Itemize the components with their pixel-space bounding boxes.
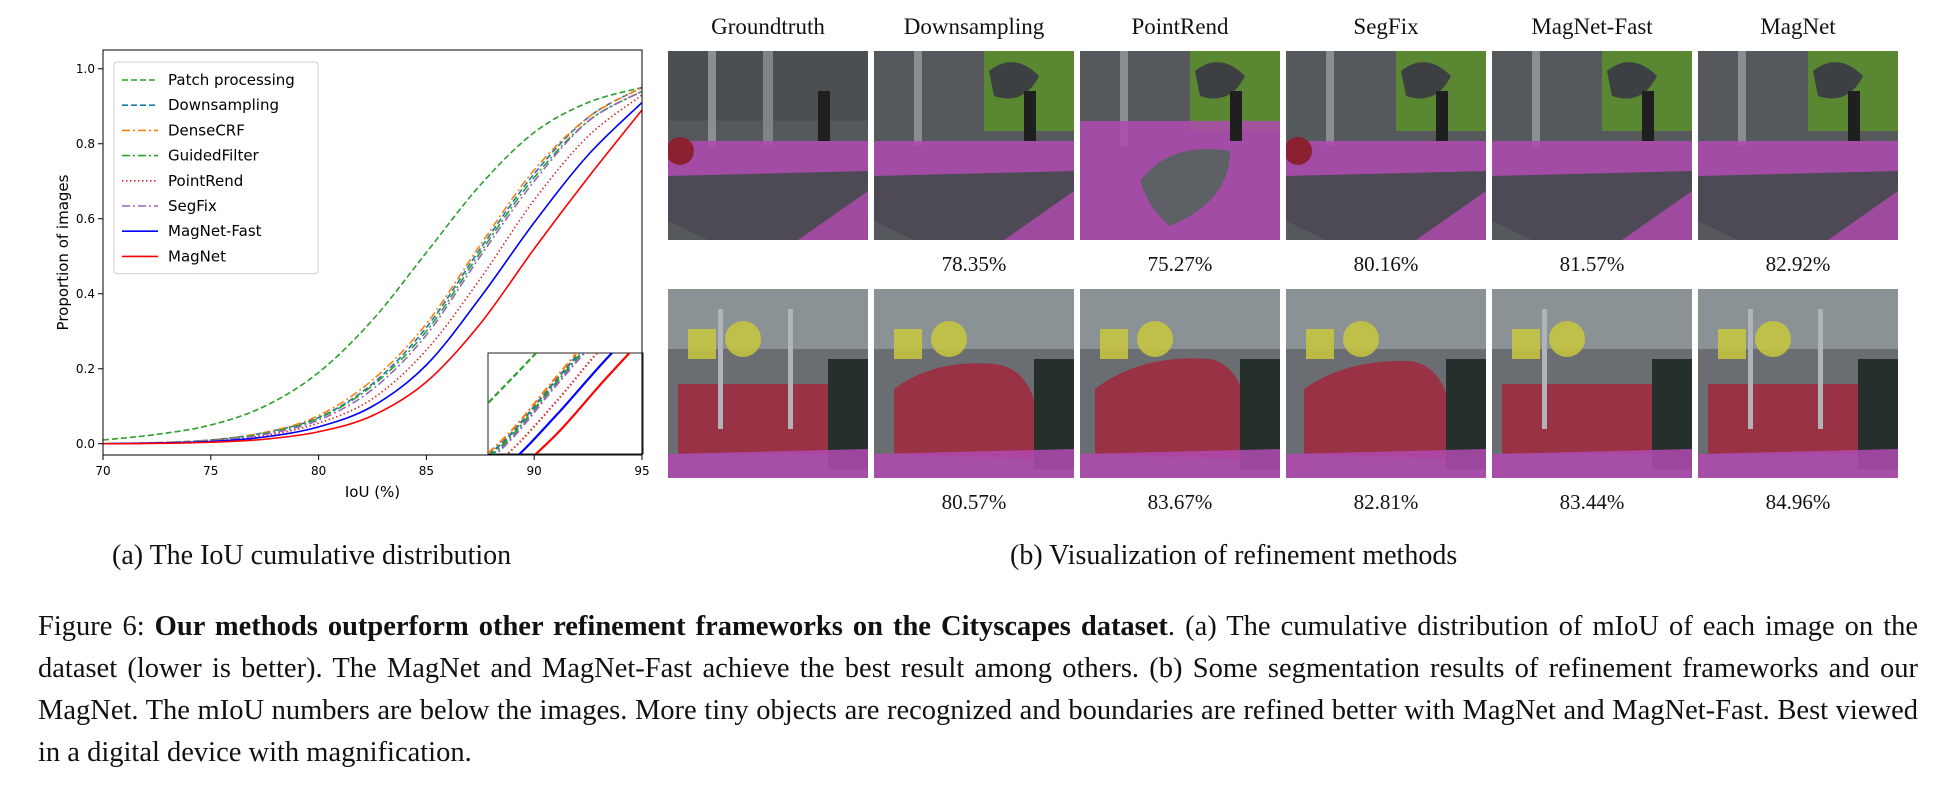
legend-label-magnet-fast: MagNet-Fast <box>168 222 262 240</box>
caption-body-text: . (a) The cumulative distribution of mIo… <box>38 611 1919 768</box>
segmentation-image <box>668 289 868 478</box>
y-tick-label: 1.0 <box>76 62 95 76</box>
segmentation-image <box>1080 289 1280 478</box>
miou-score-pointrend-row1: 75.27% <box>1147 252 1213 276</box>
miou-score-magnet-row1: 82.92% <box>1765 252 1831 276</box>
x-tick-label: 70 <box>95 464 110 478</box>
figure-caption: Figure 6: Our methods outperform other r… <box>38 606 1918 774</box>
subcaption-b: (b) Visualization of refinement methods <box>1010 540 1458 571</box>
x-tick-label: 75 <box>203 464 218 478</box>
miou-score-magnet-row2: 84.96% <box>1765 490 1831 514</box>
legend-label-magnet: MagNet <box>168 247 226 265</box>
legend-label-patch-processing: Patch processing <box>168 71 295 89</box>
axes: 70 75 80 85 90 95 0.0 0.2 0.4 0.6 0.8 1.0 IoU (%) Pro… <box>54 49 650 501</box>
segmentation-image <box>1698 51 1898 240</box>
legend-label-densecrf: DenseCRF <box>168 121 245 139</box>
caption-bold-text: Our methods outperform other refinement … <box>154 611 1168 642</box>
x-axis-label: IoU (%) <box>345 483 400 501</box>
legend: Patch processing Downsampling DenseCRF Guid… <box>113 61 319 275</box>
y-axis-label: Proportion of images <box>54 174 72 330</box>
segmentation-image <box>1286 51 1486 240</box>
legend-label-guidedfilter: GuidedFilter <box>168 147 260 165</box>
legend-label-pointrend: PointRend <box>168 172 243 190</box>
segmentation-image <box>668 51 868 240</box>
subcaption-a: (a) The IoU cumulative distribution <box>112 540 512 571</box>
zoom-inset <box>487 352 644 455</box>
iou-cumulative-chart: 70 75 80 85 90 95 0.0 0.2 0.4 0.6 0.8 1.0 IoU (%) Pro… <box>54 49 650 501</box>
inset-line-magnet <box>534 353 631 454</box>
column-header-pointrend: PointRend <box>1131 14 1229 39</box>
axes-frame <box>102 49 643 456</box>
y-tick-label: 0.0 <box>76 437 95 451</box>
miou-score-downsampling-row1: 78.35% <box>941 252 1007 276</box>
plot-area <box>102 86 643 445</box>
segmentation-image <box>1286 289 1486 478</box>
figure-label: Figure 6: <box>38 611 145 642</box>
series-line-patch-processing <box>102 86 643 441</box>
y-tick-label: 0.2 <box>76 362 95 376</box>
column-header-magnet: MagNet <box>1760 14 1836 39</box>
column-header-groundtruth: Groundtruth <box>711 14 825 39</box>
segmentation-image <box>1080 51 1280 240</box>
series-line-magnet <box>102 109 643 445</box>
segmentation-image <box>1492 51 1692 240</box>
column-header-segfix: SegFix <box>1353 14 1419 39</box>
segmentation-image <box>1492 289 1692 478</box>
y-tick-label: 0.4 <box>76 287 95 301</box>
miou-score-magnet-fast-row1: 81.57% <box>1559 252 1625 276</box>
legend-label-segfix: SegFix <box>168 197 217 215</box>
miou-score-segfix-row1: 80.16% <box>1353 252 1419 276</box>
miou-score-magnet-fast-row2: 83.44% <box>1559 490 1625 514</box>
x-tick-label: 85 <box>419 464 434 478</box>
y-tick-label: 0.8 <box>76 137 95 151</box>
column-header-downsampling: Downsampling <box>903 14 1045 39</box>
miou-score-pointrend-row2: 83.67% <box>1147 490 1213 514</box>
series-line-downsampling <box>102 86 643 445</box>
x-tick-label: 80 <box>311 464 326 478</box>
segmentation-image <box>1698 289 1898 478</box>
legend-label-downsampling: Downsampling <box>168 96 279 114</box>
segmentation-image <box>874 289 1074 478</box>
column-header-magnet-fast: MagNet-Fast <box>1531 14 1653 39</box>
x-tick-label: 95 <box>634 464 649 478</box>
segmentation-image <box>874 51 1074 240</box>
y-tick-label: 0.6 <box>76 212 95 226</box>
miou-score-downsampling-row2: 80.57% <box>941 490 1007 514</box>
miou-score-segfix-row2: 82.81% <box>1353 490 1419 514</box>
legend-box <box>113 61 319 275</box>
x-tick-label: 90 <box>527 464 542 478</box>
